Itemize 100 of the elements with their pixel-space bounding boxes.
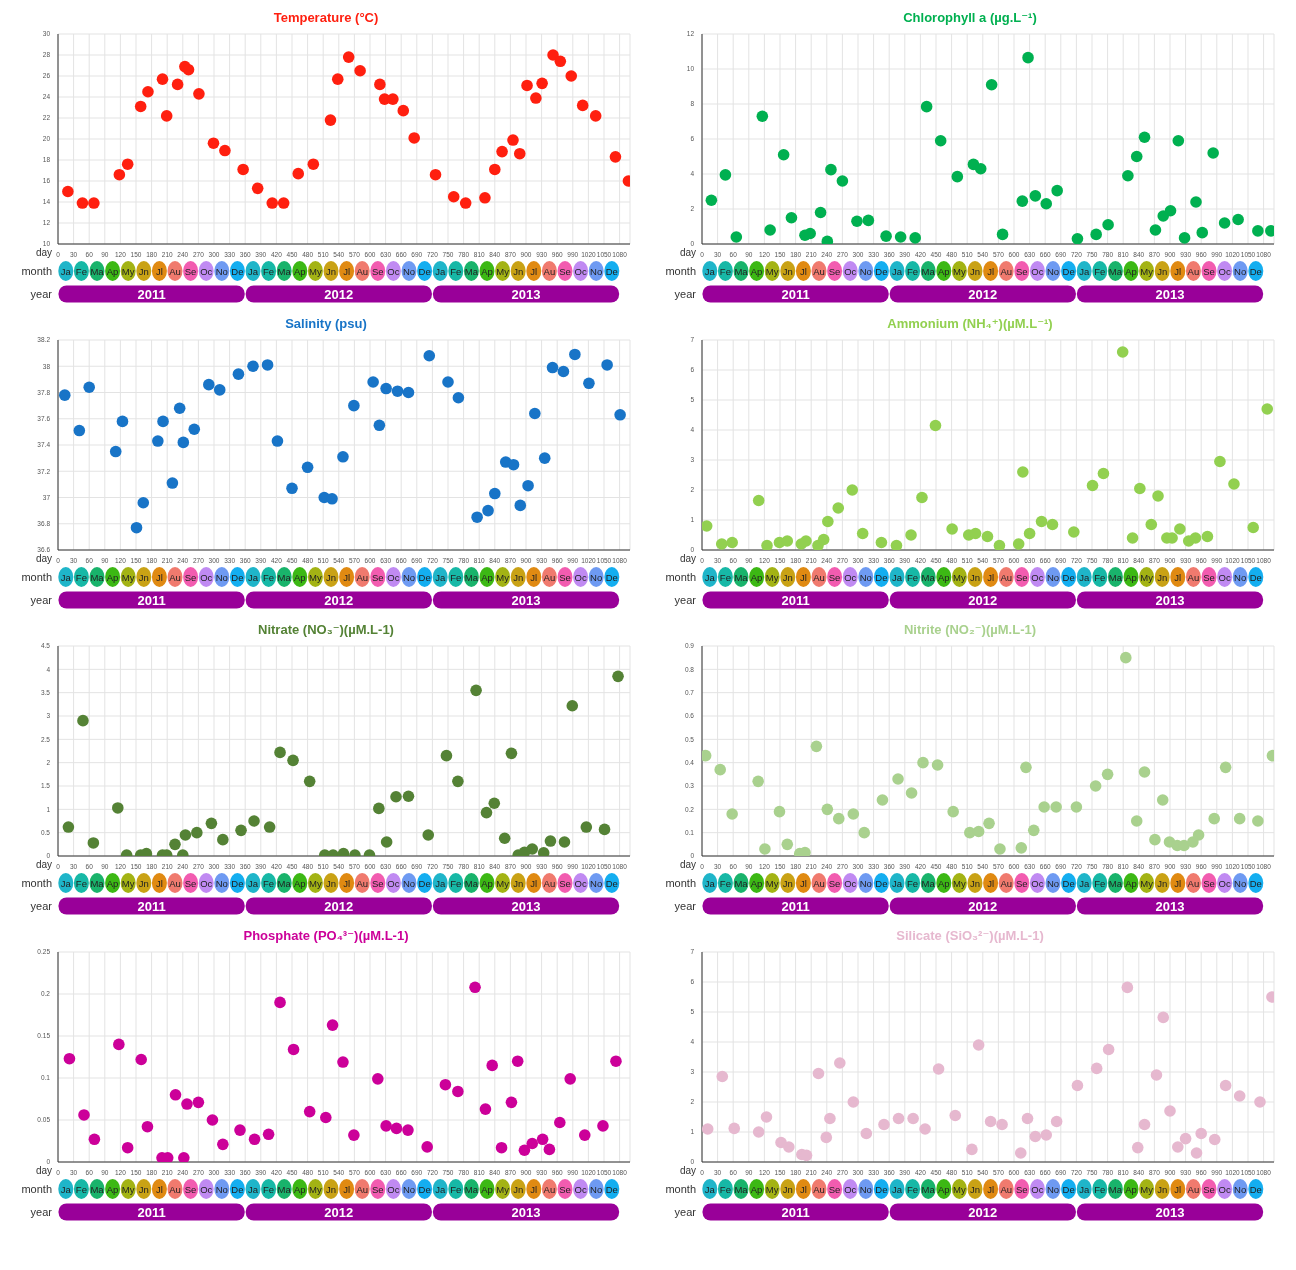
point <box>878 1118 890 1131</box>
text: My <box>765 265 779 277</box>
point <box>1035 515 1048 528</box>
text: No <box>402 1183 416 1195</box>
text: De <box>231 1183 244 1195</box>
point <box>781 535 794 547</box>
point <box>207 137 220 149</box>
point <box>274 746 286 759</box>
point <box>452 1085 464 1098</box>
point <box>814 206 827 219</box>
text: Se <box>371 571 384 583</box>
point <box>217 833 229 846</box>
text: 2012 <box>968 592 998 608</box>
text: Ap <box>293 265 306 277</box>
text: Jl <box>155 877 163 889</box>
text: Se <box>1015 571 1028 583</box>
point <box>348 1129 360 1141</box>
point <box>1050 1115 1063 1128</box>
text: Oc <box>387 265 400 277</box>
text: Se <box>371 265 384 277</box>
text: Ap <box>937 877 950 889</box>
point <box>972 825 985 838</box>
text: Se <box>1015 1183 1028 1195</box>
point <box>1149 224 1162 236</box>
chart-title: Silicate (SiO₃²⁻)(µM.L-1) <box>895 927 1045 945</box>
text: Fe <box>450 265 462 277</box>
text: Ap <box>293 877 306 889</box>
text: Ma <box>734 265 749 277</box>
point <box>1120 651 1132 664</box>
text: My <box>496 571 510 583</box>
point <box>1138 766 1151 778</box>
text: No <box>1234 877 1247 889</box>
point <box>137 496 150 509</box>
point <box>88 1133 101 1146</box>
point <box>348 399 360 412</box>
point <box>1090 1062 1103 1075</box>
text: Fe <box>75 877 87 889</box>
text: Jn <box>138 877 149 889</box>
point <box>1131 1141 1144 1154</box>
point <box>862 214 875 227</box>
point <box>1228 478 1240 490</box>
point <box>609 151 622 163</box>
point <box>372 1073 384 1085</box>
text: De <box>875 1183 888 1195</box>
point <box>495 1141 508 1154</box>
point <box>422 829 435 841</box>
text: De <box>231 571 244 583</box>
text: Jl <box>155 265 163 277</box>
point <box>496 145 508 158</box>
point <box>800 535 812 547</box>
point <box>292 167 305 180</box>
text: Fe <box>907 571 919 583</box>
point <box>1172 1141 1184 1153</box>
point <box>1195 1127 1207 1140</box>
text: Au <box>813 877 825 889</box>
text: Jl <box>530 571 538 583</box>
point <box>469 981 481 994</box>
text: No <box>402 877 416 889</box>
point <box>1122 169 1134 182</box>
text: Ap <box>106 571 119 583</box>
text: Jl <box>987 265 995 277</box>
text: Fe <box>719 1183 731 1195</box>
text: Ma <box>1108 1183 1123 1195</box>
text: Jn <box>1157 1183 1168 1195</box>
text: Au <box>1187 265 1200 277</box>
point <box>1138 131 1151 144</box>
text: Fe <box>907 265 919 277</box>
chart-title: Phosphate (PO₄³⁻)(µM.L-1) <box>242 927 410 945</box>
point <box>421 1141 433 1153</box>
text: 2012 <box>324 1204 354 1220</box>
text: Ja <box>704 1183 716 1195</box>
text: Ja <box>435 571 446 583</box>
text: Jl <box>343 571 351 583</box>
text: 2011 <box>137 592 166 608</box>
text: Se <box>184 1183 197 1195</box>
text: My <box>309 1183 322 1195</box>
text: Jn <box>513 265 524 277</box>
point <box>1232 213 1244 226</box>
text: My <box>121 571 135 583</box>
text: De <box>1249 1183 1262 1195</box>
text: De <box>875 571 888 583</box>
point <box>121 158 134 170</box>
point <box>1252 225 1264 237</box>
point <box>1201 530 1214 543</box>
text: 2012 <box>324 286 354 302</box>
text: Ma <box>1108 877 1123 889</box>
text: De <box>1249 265 1262 277</box>
point <box>380 836 393 848</box>
text: De <box>875 877 888 889</box>
point <box>142 85 154 98</box>
text: Fe <box>263 571 275 583</box>
text: Se <box>559 1183 571 1195</box>
x-axis-title: day <box>679 1164 696 1176</box>
point <box>1068 526 1080 538</box>
text: No <box>859 265 872 277</box>
point <box>251 182 264 195</box>
point <box>730 231 743 243</box>
point <box>565 70 578 82</box>
point <box>756 110 769 123</box>
point <box>858 826 871 839</box>
